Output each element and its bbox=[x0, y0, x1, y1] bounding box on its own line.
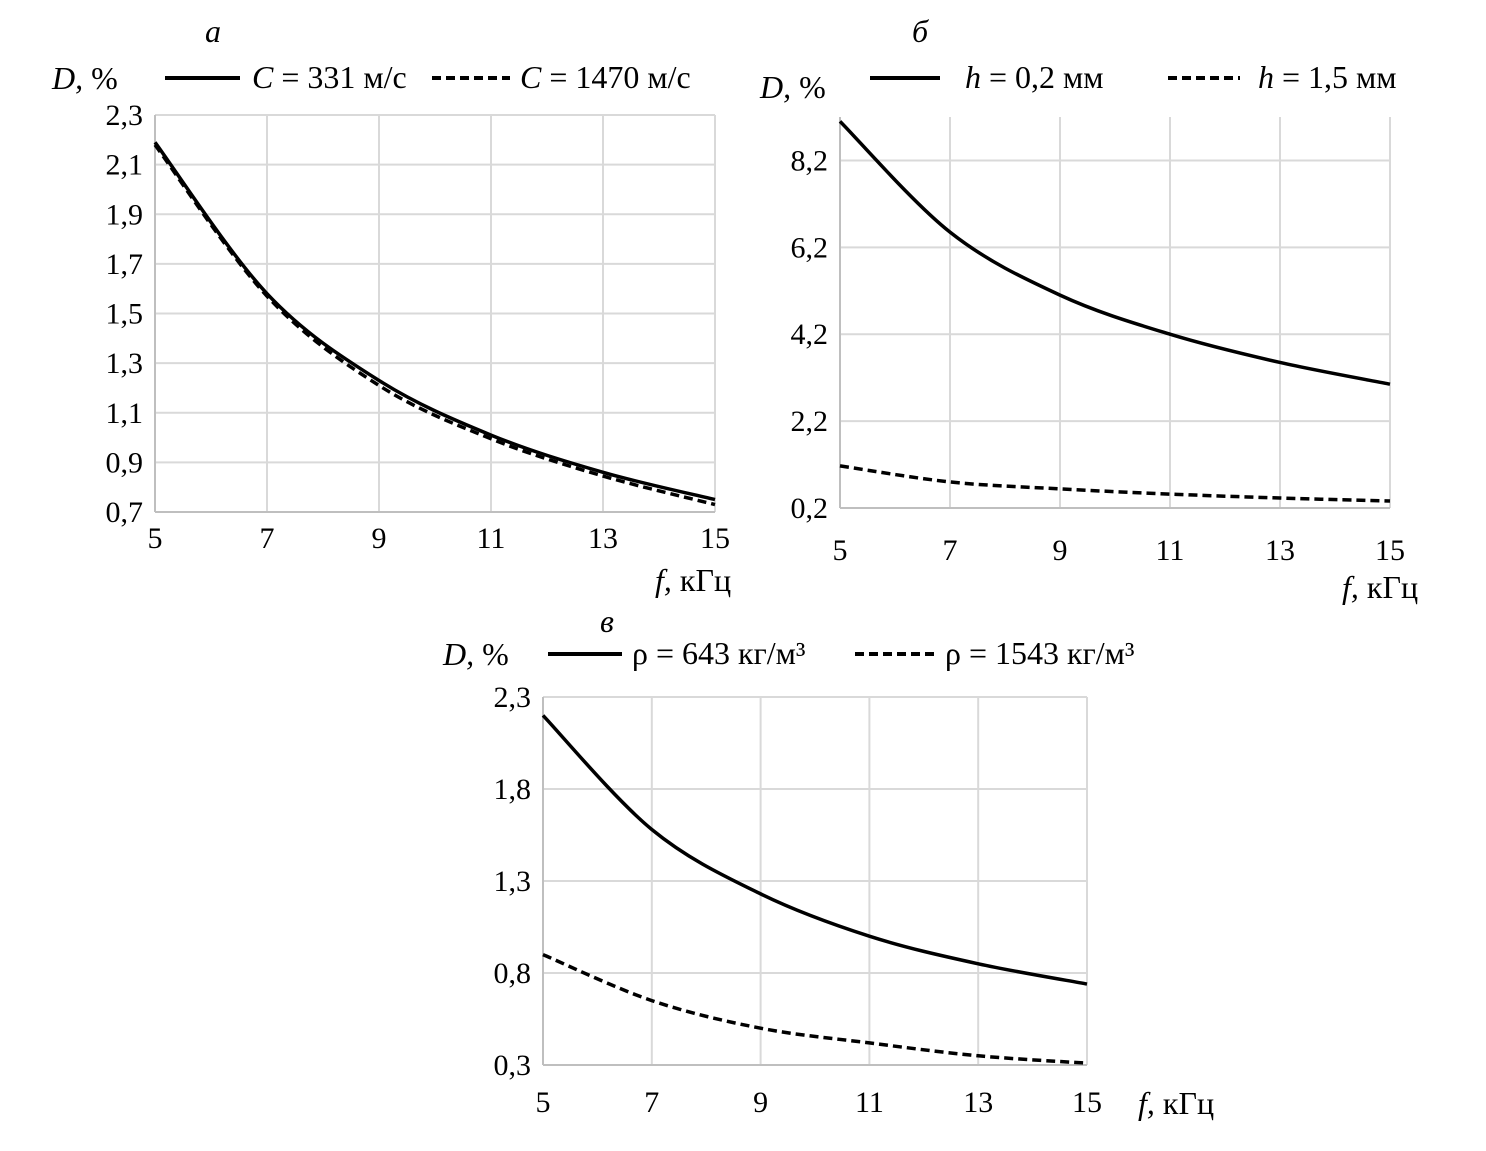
y-tick-label: 1,8 bbox=[494, 773, 532, 806]
legend-label: ρ = 643 кг/м³ bbox=[632, 635, 805, 671]
panel-label: а bbox=[205, 13, 221, 49]
y-tick-label: 1,7 bbox=[106, 248, 144, 281]
y-tick-label: 2,3 bbox=[494, 681, 532, 714]
y-tick-label: 6,2 bbox=[791, 231, 829, 264]
y-tick-label: 4,2 bbox=[791, 318, 829, 351]
chart-panel-1: 5 7 9 11 13 15 0,7 0,9 1,1 1,3 1,5 1,7 1,9 2,1 2,3 C = … bbox=[106, 13, 731, 555]
x-tick-label: 9 bbox=[753, 1086, 768, 1119]
panel-label: б bbox=[912, 13, 929, 49]
x-tick-label: 11 bbox=[1156, 534, 1185, 567]
legend-label: C = 1470 м/с bbox=[520, 59, 691, 95]
x-axis-label: f, кГц bbox=[1342, 569, 1419, 605]
chart-panel-2: 5 7 9 11 13 15 0,2 2,2 4,2 6,2 8,2 h = 0,2 мм h = 1,… bbox=[791, 13, 1406, 567]
x-axis-label: f, кГц bbox=[1138, 1085, 1215, 1121]
x-tick-label: 9 bbox=[1053, 534, 1068, 567]
x-tick-label: 9 bbox=[372, 522, 387, 555]
y-tick-label: 0,7 bbox=[106, 496, 144, 529]
x-tick-label: 15 bbox=[1375, 534, 1405, 567]
x-tick-label: 13 bbox=[1265, 534, 1295, 567]
y-tick-label: 0,8 bbox=[494, 957, 532, 990]
x-tick-label: 7 bbox=[260, 522, 275, 555]
y-tick-label: 0,3 bbox=[494, 1049, 532, 1082]
y-tick-label: 2,1 bbox=[106, 149, 144, 182]
x-axis-label: f, кГц bbox=[655, 562, 732, 598]
y-tick-label: 1,3 bbox=[106, 347, 144, 380]
x-tick-label: 5 bbox=[833, 534, 848, 567]
x-tick-label: 7 bbox=[943, 534, 958, 567]
y-tick-label: 0,9 bbox=[106, 446, 144, 479]
y-axis-label: D, % bbox=[443, 636, 509, 672]
series-line-1 bbox=[541, 714, 1088, 986]
x-tick-label: 13 bbox=[963, 1086, 993, 1119]
series-line-1 bbox=[153, 141, 716, 502]
x-tick-label: 11 bbox=[855, 1086, 884, 1119]
series-line-2 bbox=[153, 143, 716, 507]
y-tick-label: 0,2 bbox=[791, 492, 829, 525]
x-tick-label: 13 bbox=[588, 522, 618, 555]
x-tick-label: 11 bbox=[477, 522, 506, 555]
y-tick-label: 8,2 bbox=[791, 144, 829, 177]
legend-label: C = 331 м/с bbox=[252, 59, 407, 95]
x-tick-label: 7 bbox=[644, 1086, 659, 1119]
legend-label: ρ = 1543 кг/м³ bbox=[945, 635, 1134, 671]
y-tick-label: 1,1 bbox=[106, 397, 144, 430]
y-axis-label: D, % bbox=[52, 60, 118, 96]
y-axis-label: D, % bbox=[760, 69, 826, 105]
y-tick-label: 1,9 bbox=[106, 198, 144, 231]
chart-panel-3: 5 7 9 11 13 15 0,3 0,8 1,3 1,8 2,3 ρ = 643 кг/м³ ρ =… bbox=[494, 603, 1135, 1119]
x-tick-label: 5 bbox=[536, 1086, 551, 1119]
series-line-2 bbox=[839, 464, 1391, 503]
y-tick-label: 1,3 bbox=[494, 865, 532, 898]
x-tick-label: 15 bbox=[1072, 1086, 1102, 1119]
legend-label: h = 0,2 мм bbox=[965, 59, 1104, 95]
panel-label: в bbox=[600, 603, 614, 639]
y-tick-label: 2,3 bbox=[106, 99, 144, 132]
series-line-1 bbox=[838, 120, 1391, 386]
legend-label: h = 1,5 мм bbox=[1258, 59, 1397, 95]
y-tick-label: 1,5 bbox=[106, 298, 144, 331]
x-tick-label: 15 bbox=[700, 522, 730, 555]
y-tick-label: 2,2 bbox=[791, 405, 829, 438]
x-tick-label: 5 bbox=[148, 522, 163, 555]
series-line-2 bbox=[542, 952, 1088, 1065]
